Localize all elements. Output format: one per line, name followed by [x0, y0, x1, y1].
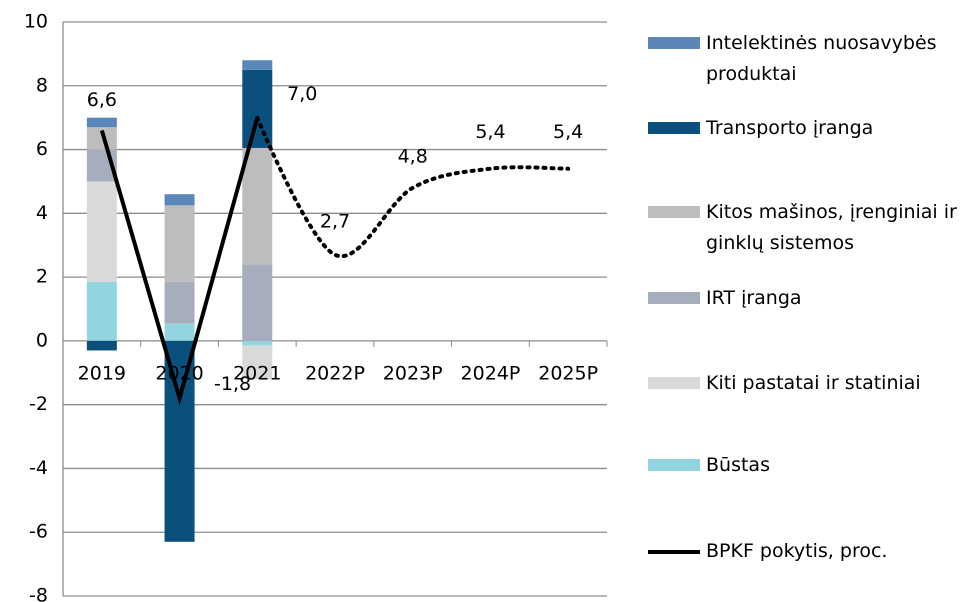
legend-swatch [648, 459, 700, 471]
data-label: 7,0 [287, 83, 317, 105]
y-tick-label: 0 [36, 329, 48, 351]
data-label: 5,4 [475, 121, 505, 143]
y-tick-label: 10 [24, 11, 48, 33]
data-label: 4,8 [398, 145, 428, 167]
y-tick-label: 4 [36, 202, 48, 224]
y-tick-label: 6 [36, 138, 48, 160]
bar-segment [242, 69, 273, 148]
line-dotted [255, 115, 571, 259]
legend-swatch [648, 550, 700, 554]
bar-segment [242, 345, 273, 380]
bar-segment [242, 264, 273, 341]
x-tick-label: 2025P [538, 363, 598, 385]
legend-label: Kiti pastatai ir statiniai [706, 372, 921, 394]
line-solid [99, 117, 260, 406]
legend-label: Kitos mašinos, įrenginiai ir ginklų sist… [706, 201, 957, 254]
legend-swatch [648, 37, 700, 49]
data-label: 2,7 [320, 210, 350, 232]
y-tick-label: -2 [29, 393, 48, 415]
data-label: -1,8 [214, 373, 251, 395]
legend-label: Intelektinės nuosavybės produktai [706, 32, 937, 85]
bar-segment [86, 127, 117, 150]
bar-segment [86, 117, 117, 128]
bar-segment [164, 323, 195, 341]
bar-segment [86, 281, 117, 341]
x-tick-label: 2024P [461, 363, 521, 385]
bar-segment [164, 281, 195, 324]
legend-label: BPKF pokytis, proc. [706, 540, 888, 562]
legend-label: Transporto įranga [706, 117, 874, 139]
y-tick-label: -4 [29, 457, 48, 479]
x-tick-label: 2020 [155, 363, 203, 385]
bar-segment [242, 60, 273, 70]
legend-swatch [648, 122, 700, 134]
bar-segment [86, 181, 117, 282]
bar-segment [164, 194, 195, 206]
y-tick-label: 8 [36, 74, 48, 96]
x-tick-label: 2022P [305, 363, 365, 385]
bar-segment [242, 147, 273, 265]
bar-segment [86, 340, 117, 351]
x-tick-label: 2019 [78, 363, 126, 385]
x-tick-label: 2023P [383, 363, 443, 385]
bar-segment [242, 340, 273, 346]
legend-swatch [648, 292, 700, 304]
bar-segment [164, 340, 195, 542]
y-tick-label: -6 [29, 521, 48, 543]
data-label: 5,4 [553, 121, 583, 143]
data-label: 6,6 [87, 89, 117, 111]
legend-swatch [648, 377, 700, 389]
legend-swatch [648, 206, 700, 218]
legend-label: IRT įranga [706, 287, 802, 309]
legend-label: Būstas [706, 454, 770, 476]
bar-segment [164, 205, 195, 282]
x-tick-label: 2021 [233, 363, 281, 385]
y-tick-label: -8 [29, 585, 48, 602]
y-tick-label: 2 [36, 266, 48, 288]
